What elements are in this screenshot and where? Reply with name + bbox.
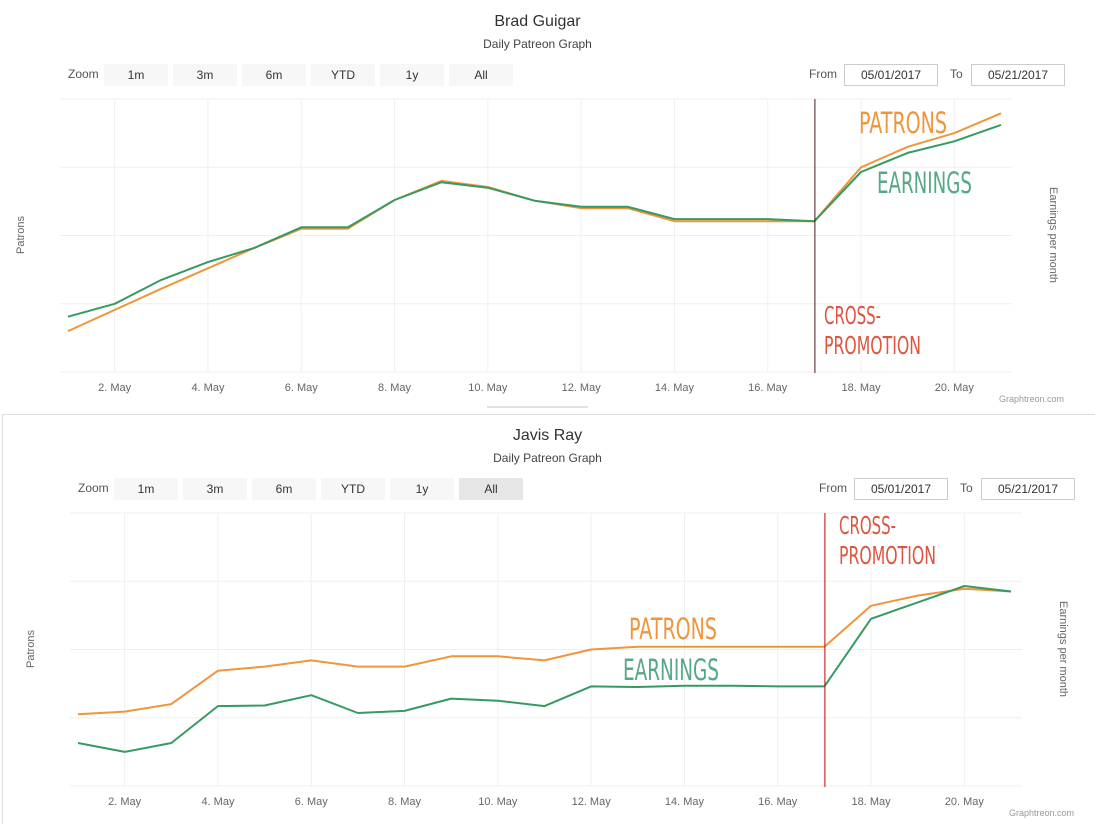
x-tick-label: 4. May xyxy=(201,796,235,808)
zoom-all-button[interactable]: All xyxy=(459,478,523,500)
x-tick-label: 10. May xyxy=(468,382,508,394)
zoom-3m-button[interactable]: 3m xyxy=(173,64,237,86)
to-date-input[interactable] xyxy=(971,64,1065,86)
chart-card-javis-ray: Javis Ray Daily Patreon Graph Zoom 1m 3m… xyxy=(2,414,1095,824)
x-tick-label: 8. May xyxy=(378,382,412,394)
from-date-input[interactable] xyxy=(854,478,948,500)
zoom-1y-button[interactable]: 1y xyxy=(380,64,444,86)
y-axis-title-right: Earnings per month xyxy=(1047,187,1059,283)
cross-1-annotation: CROSS- xyxy=(824,301,881,330)
x-tick-label: 12. May xyxy=(562,382,602,394)
to-label: To xyxy=(950,67,963,81)
y-axis-title: Patrons xyxy=(25,630,37,668)
zoom-all-button[interactable]: All xyxy=(449,64,513,86)
zoom-ytd-button[interactable]: YTD xyxy=(321,478,385,500)
cross-2-annotation: PROMOTION xyxy=(839,541,936,570)
x-tick-label: 16. May xyxy=(748,382,788,394)
y-axis-title-right: Earnings per month xyxy=(1057,601,1069,697)
x-tick-label: 4. May xyxy=(191,382,225,394)
zoom-1m-button[interactable]: 1m xyxy=(114,478,178,500)
earnings-series-line xyxy=(67,123,1002,318)
earnings-annotation: EARNINGS xyxy=(623,653,719,687)
x-tick-label: 2. May xyxy=(108,796,142,808)
x-tick-label: 14. May xyxy=(665,796,705,808)
x-tick-label: 14. May xyxy=(655,382,695,394)
line-chart: 2. May 4. May 6. May 8. May 10. May 12. May 14… xyxy=(15,98,1064,404)
from-label: From xyxy=(819,481,847,495)
chart-card-brad-guigar: Brad Guigar Daily Patreon Graph Zoom 1m … xyxy=(0,0,1095,413)
chart-title: Brad Guigar xyxy=(494,13,581,30)
x-tick-label: 10. May xyxy=(478,796,518,808)
credit-label: Graphtreon.com xyxy=(1009,808,1074,818)
x-tick-label: 12. May xyxy=(572,796,612,808)
line-chart: 2. May 4. May 6. May 8. May 10. May 12. May 14… xyxy=(25,511,1074,818)
x-tick-label: 16. May xyxy=(758,796,798,808)
y-axis-title: Patrons xyxy=(15,216,27,254)
x-tick-label: 18. May xyxy=(841,382,881,394)
x-tick-label: 2. May xyxy=(98,382,132,394)
x-tick-label: 6. May xyxy=(295,796,329,808)
zoom-label: Zoom xyxy=(68,67,99,81)
x-tick-label: 6. May xyxy=(285,382,319,394)
to-label: To xyxy=(960,481,973,495)
x-tick-label: 20. May xyxy=(935,382,975,394)
to-date-input[interactable] xyxy=(981,478,1075,500)
patrons-series-line xyxy=(77,587,1012,716)
chart-title: Javis Ray xyxy=(512,427,583,444)
zoom-label: Zoom xyxy=(78,481,109,495)
x-tick-label: 18. May xyxy=(851,796,891,808)
x-tick-label: 8. May xyxy=(388,796,422,808)
zoom-1m-button[interactable]: 1m xyxy=(104,64,168,86)
zoom-6m-button[interactable]: 6m xyxy=(242,64,306,86)
cross-2-annotation: PROMOTION xyxy=(824,331,921,360)
zoom-3m-button[interactable]: 3m xyxy=(183,478,247,500)
x-tick-label: 20. May xyxy=(945,796,985,808)
patrons-annotation: PATRONS xyxy=(629,612,717,646)
chart-subtitle: Daily Patreon Graph xyxy=(493,451,602,465)
from-date-input[interactable] xyxy=(844,64,938,86)
cross-1-annotation: CROSS- xyxy=(839,511,896,540)
navigator-handle[interactable] xyxy=(487,406,588,408)
zoom-ytd-button[interactable]: YTD xyxy=(311,64,375,86)
earnings-series-line xyxy=(77,585,1012,753)
zoom-6m-button[interactable]: 6m xyxy=(252,478,316,500)
patrons-annotation: PATRONS xyxy=(859,106,947,140)
from-label: From xyxy=(809,67,837,81)
zoom-1y-button[interactable]: 1y xyxy=(390,478,454,500)
earnings-annotation: EARNINGS xyxy=(877,166,972,200)
credit-label: Graphtreon.com xyxy=(999,394,1064,404)
chart-subtitle: Daily Patreon Graph xyxy=(483,37,592,51)
